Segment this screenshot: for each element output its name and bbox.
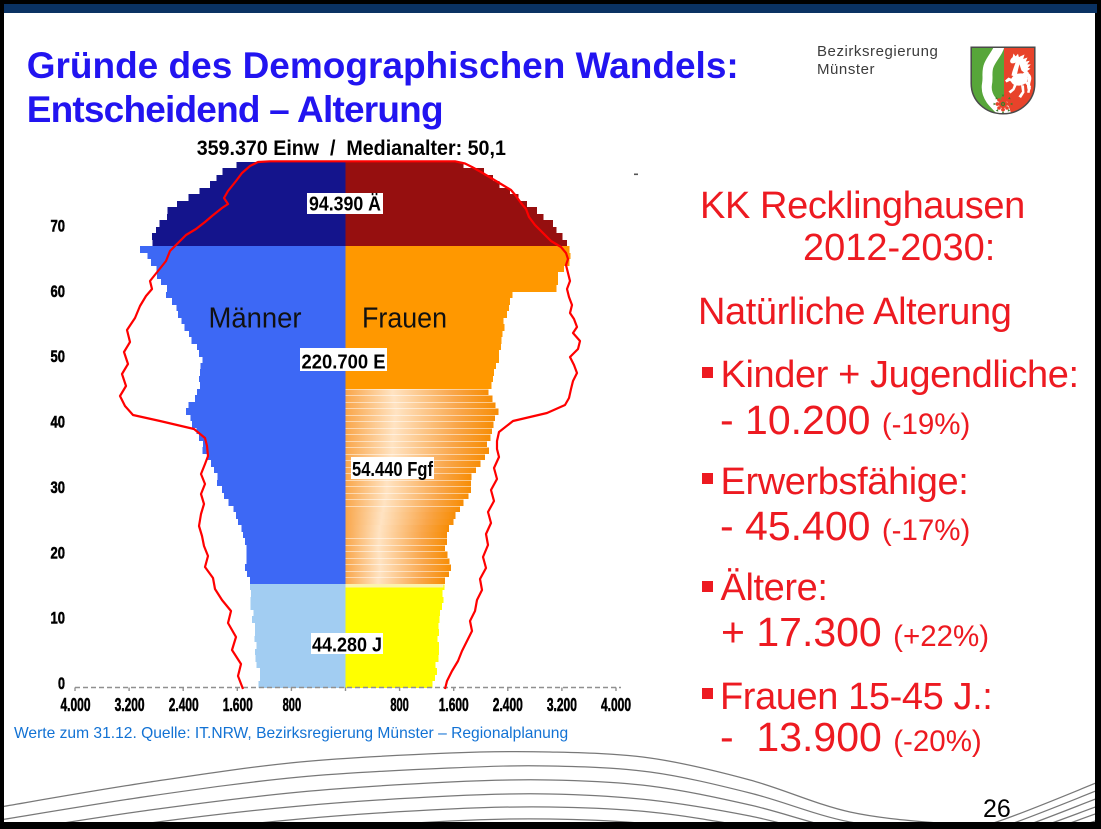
svg-text:4.000: 4.000 (601, 695, 631, 715)
svg-text:3.200: 3.200 (547, 695, 577, 715)
svg-text:40: 40 (51, 413, 66, 432)
svg-text:1.600: 1.600 (223, 695, 253, 715)
svg-text:800: 800 (390, 695, 409, 715)
svg-text:800: 800 (283, 695, 302, 715)
svg-text:60: 60 (51, 282, 66, 301)
svg-text:4.000: 4.000 (61, 695, 91, 715)
svg-text:54.440 Fgf: 54.440 Fgf (352, 458, 433, 481)
svg-text:94.390 Ä: 94.390 Ä (309, 193, 381, 216)
svg-text:20: 20 (51, 543, 66, 562)
svg-text:220.700 E: 220.700 E (302, 351, 386, 374)
svg-text:Männer: Männer (209, 302, 302, 334)
svg-text:Frauen: Frauen (362, 302, 447, 334)
svg-text:70: 70 (51, 216, 66, 235)
svg-text:2.400: 2.400 (169, 695, 199, 715)
svg-text:30: 30 (51, 478, 66, 497)
svg-text:44.280 J: 44.280 J (312, 634, 382, 657)
svg-text:50: 50 (51, 347, 66, 366)
svg-text:0: 0 (58, 674, 65, 693)
svg-text:3.200: 3.200 (115, 695, 145, 715)
svg-text:2.400: 2.400 (493, 695, 523, 715)
svg-text:1.600: 1.600 (439, 695, 469, 715)
svg-text:359.370 Einw / Medianalter:: 359.370 Einw / Medianalter: 50,1 (197, 135, 506, 160)
svg-text:10: 10 (51, 609, 66, 628)
